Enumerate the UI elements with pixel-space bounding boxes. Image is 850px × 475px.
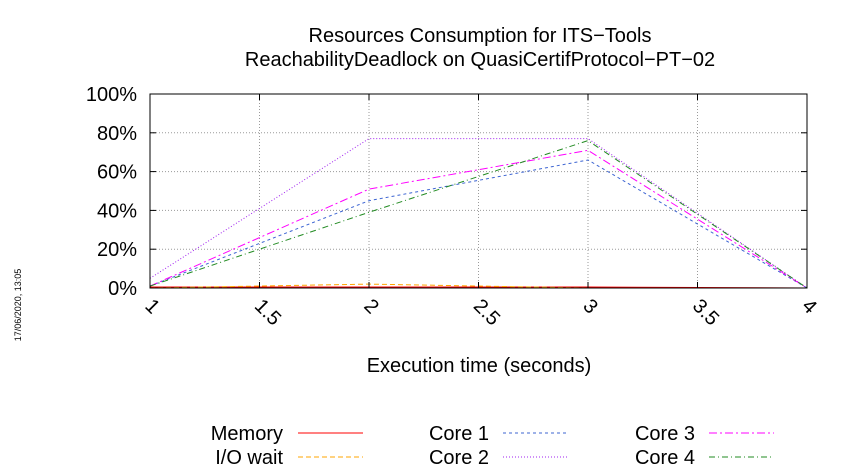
series-line-core-2 [149,138,808,289]
x-tick-label: 1.5 [250,295,285,330]
y-tick-label: 60% [97,162,137,184]
timestamp: 17/06/2020, 13:05 [13,269,23,342]
y-tick-label: 80% [97,123,137,145]
legend-label: Core 1 [429,423,489,445]
series-line-core-3 [149,149,808,289]
chart-title-line-2: ReachabilityDeadlock on QuasiCertifProto… [245,49,715,71]
x-tick-label: 4 [797,295,820,318]
x-tick-label: 3 [578,295,601,318]
x-tick-label: 1 [140,295,163,318]
ticks: 0% 20% 40% 60% 80% 100% 1 1.5 2 2.5 3 3.5 4 [86,84,821,330]
x-tick-label: 2.5 [469,295,504,330]
legend-label: I/O wait [215,447,283,469]
legend-label: Memory [211,423,283,445]
x-axis-label: Execution time (seconds) [367,355,592,377]
legend-label: Core 3 [635,423,695,445]
y-tick-label: 20% [97,239,137,261]
grid [150,94,807,288]
y-tick-label: 100% [86,84,137,106]
y-tick-label: 0% [108,278,137,300]
x-tick-label: 3.5 [688,295,723,330]
legend-label: Core 2 [429,447,489,469]
series-line-core-1 [149,159,808,289]
legend-label: Core 4 [635,447,695,469]
chart-title-line-1: Resources Consumption for ITS−Tools [309,25,652,47]
y-tick-label: 40% [97,200,137,222]
x-tick-label: 2 [359,295,382,318]
